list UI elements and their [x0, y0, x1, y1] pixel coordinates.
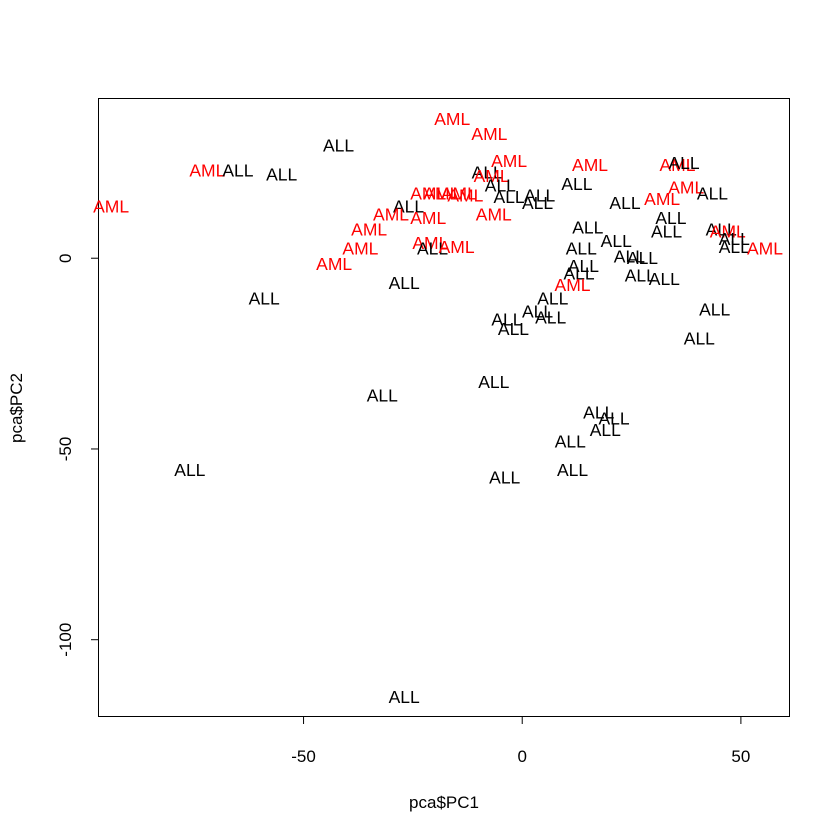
- point-label-all: ALL: [566, 239, 597, 259]
- point-label-all: ALL: [249, 288, 280, 308]
- point-label-all: ALL: [367, 386, 398, 406]
- point-label-all: ALL: [524, 185, 555, 205]
- point-label-aml: AML: [434, 109, 470, 129]
- point-label-all: ALL: [498, 319, 529, 339]
- x-tick-label: -50: [291, 747, 316, 766]
- point-label-all: ALL: [627, 248, 658, 268]
- point-label-all: ALL: [697, 183, 728, 203]
- point-label-aml: AML: [316, 254, 352, 274]
- point-label-all: ALL: [625, 265, 656, 285]
- point-label-all: ALL: [472, 162, 503, 182]
- point-label-all: ALL: [568, 256, 599, 276]
- point-label-all: ALL: [489, 468, 520, 488]
- point-label-all: ALL: [699, 300, 730, 320]
- point-label-aml: AML: [555, 275, 591, 295]
- point-label-all: ALL: [598, 408, 629, 428]
- point-label-aml: AML: [668, 178, 704, 198]
- point-label-aml: AML: [93, 197, 129, 217]
- point-label-aml: AML: [474, 166, 510, 186]
- point-label-all: ALL: [614, 246, 645, 266]
- point-label-all: ALL: [609, 193, 640, 213]
- point-label-all: ALL: [572, 218, 603, 238]
- point-label-all: ALL: [555, 431, 586, 451]
- point-label-all: ALL: [601, 231, 632, 251]
- point-label-aml: AML: [189, 160, 225, 180]
- point-label-all: ALL: [655, 208, 686, 228]
- point-label-all: ALL: [393, 197, 424, 217]
- point-label-all: ALL: [668, 153, 699, 173]
- point-label-all: ALL: [522, 193, 553, 213]
- point-label-aml: AML: [342, 239, 378, 259]
- point-label-all: ALL: [557, 460, 588, 480]
- point-label-all: ALL: [417, 239, 448, 259]
- point-label-all: ALL: [590, 420, 621, 440]
- y-axis: -100 -50 0: [56, 253, 99, 657]
- point-label-aml: AML: [644, 189, 680, 209]
- point-label-aml: AML: [373, 204, 409, 224]
- point-label-aml: AML: [412, 233, 448, 253]
- y-tick-label: 0: [56, 253, 75, 262]
- point-label-all: ALL: [537, 288, 568, 308]
- point-label-all: ALL: [719, 237, 750, 257]
- point-label-all: ALL: [222, 160, 253, 180]
- point-label-all: ALL: [583, 403, 614, 423]
- point-label-aml: AML: [659, 155, 695, 175]
- point-label-aml: AML: [423, 183, 459, 203]
- y-tick-label: -100: [56, 623, 75, 657]
- point-label-all: ALL: [535, 307, 566, 327]
- point-label-all: ALL: [494, 187, 525, 207]
- y-axis-title: pca$PC2: [7, 373, 26, 443]
- point-label-aml: AML: [476, 204, 512, 224]
- point-label-all: ALL: [491, 309, 522, 329]
- point-label-aml: AML: [491, 151, 527, 171]
- point-label-all: ALL: [561, 174, 592, 194]
- y-tick-label: -50: [56, 437, 75, 462]
- point-label-all: ALL: [174, 460, 205, 480]
- point-label-all: ALL: [649, 269, 680, 289]
- point-label-all: ALL: [651, 222, 682, 242]
- point-label-aml: AML: [410, 183, 446, 203]
- point-label-aml: AML: [747, 239, 783, 259]
- point-label-all: ALL: [266, 164, 297, 184]
- point-label-all: ALL: [684, 328, 715, 348]
- point-label-aml: AML: [351, 220, 387, 240]
- point-label-aml: AML: [447, 185, 483, 205]
- point-label-aml: AML: [441, 183, 477, 203]
- point-label-all: ALL: [389, 687, 420, 707]
- point-label-all: ALL: [323, 136, 354, 156]
- x-tick-label: 0: [517, 747, 526, 766]
- point-label-all: ALL: [564, 263, 595, 283]
- x-tick-label: 50: [731, 747, 750, 766]
- point-label-all: ALL: [389, 273, 420, 293]
- point-label-aml: AML: [471, 124, 507, 144]
- point-label-aml: AML: [439, 237, 475, 257]
- x-axis-title: pca$PC1: [409, 793, 479, 812]
- point-label-all: ALL: [706, 220, 737, 240]
- point-label-aml: AML: [410, 208, 446, 228]
- point-label-all: ALL: [478, 372, 509, 392]
- point-label-all: ALL: [522, 302, 553, 322]
- point-label-all: ALL: [485, 176, 516, 196]
- point-label-aml: AML: [572, 155, 608, 175]
- point-label-aml: AML: [710, 222, 746, 242]
- point-label-all: ALL: [719, 229, 750, 249]
- x-axis: -50 0 50: [291, 716, 750, 766]
